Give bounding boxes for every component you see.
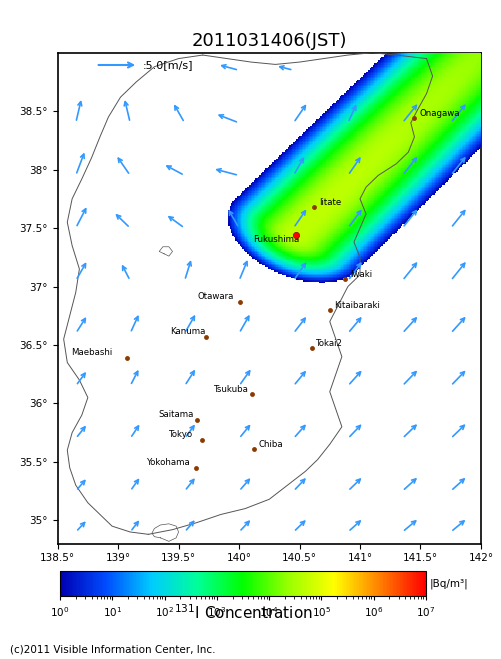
Text: Tsukuba: Tsukuba <box>213 385 248 393</box>
Text: Tokai2: Tokai2 <box>317 339 344 348</box>
Polygon shape <box>152 524 178 541</box>
Text: |Bq/m³|: |Bq/m³| <box>429 579 468 589</box>
Text: Onagawa: Onagawa <box>419 109 460 118</box>
Text: Saitama: Saitama <box>158 411 193 419</box>
Text: Otawara: Otawara <box>198 293 234 301</box>
Text: Tokyo: Tokyo <box>169 430 193 440</box>
Title: 2011031406(JST): 2011031406(JST) <box>191 32 347 50</box>
Text: $^{131}$I Concentration: $^{131}$I Concentration <box>173 604 313 623</box>
Text: Kanuma: Kanuma <box>170 328 205 337</box>
Text: Kitaibaraki: Kitaibaraki <box>335 301 380 310</box>
Text: :5.0[m/s]: :5.0[m/s] <box>142 60 193 70</box>
Text: Fukushima: Fukushima <box>254 235 300 244</box>
Polygon shape <box>159 246 172 256</box>
Text: Iitate: Iitate <box>319 198 341 207</box>
Text: Iwaki: Iwaki <box>350 270 372 279</box>
Text: (c)2011 Visible Information Center, Inc.: (c)2011 Visible Information Center, Inc. <box>10 645 215 654</box>
Text: Maebashi: Maebashi <box>71 349 112 357</box>
Text: Yokohama: Yokohama <box>147 459 191 467</box>
Text: Chiba: Chiba <box>259 440 283 449</box>
